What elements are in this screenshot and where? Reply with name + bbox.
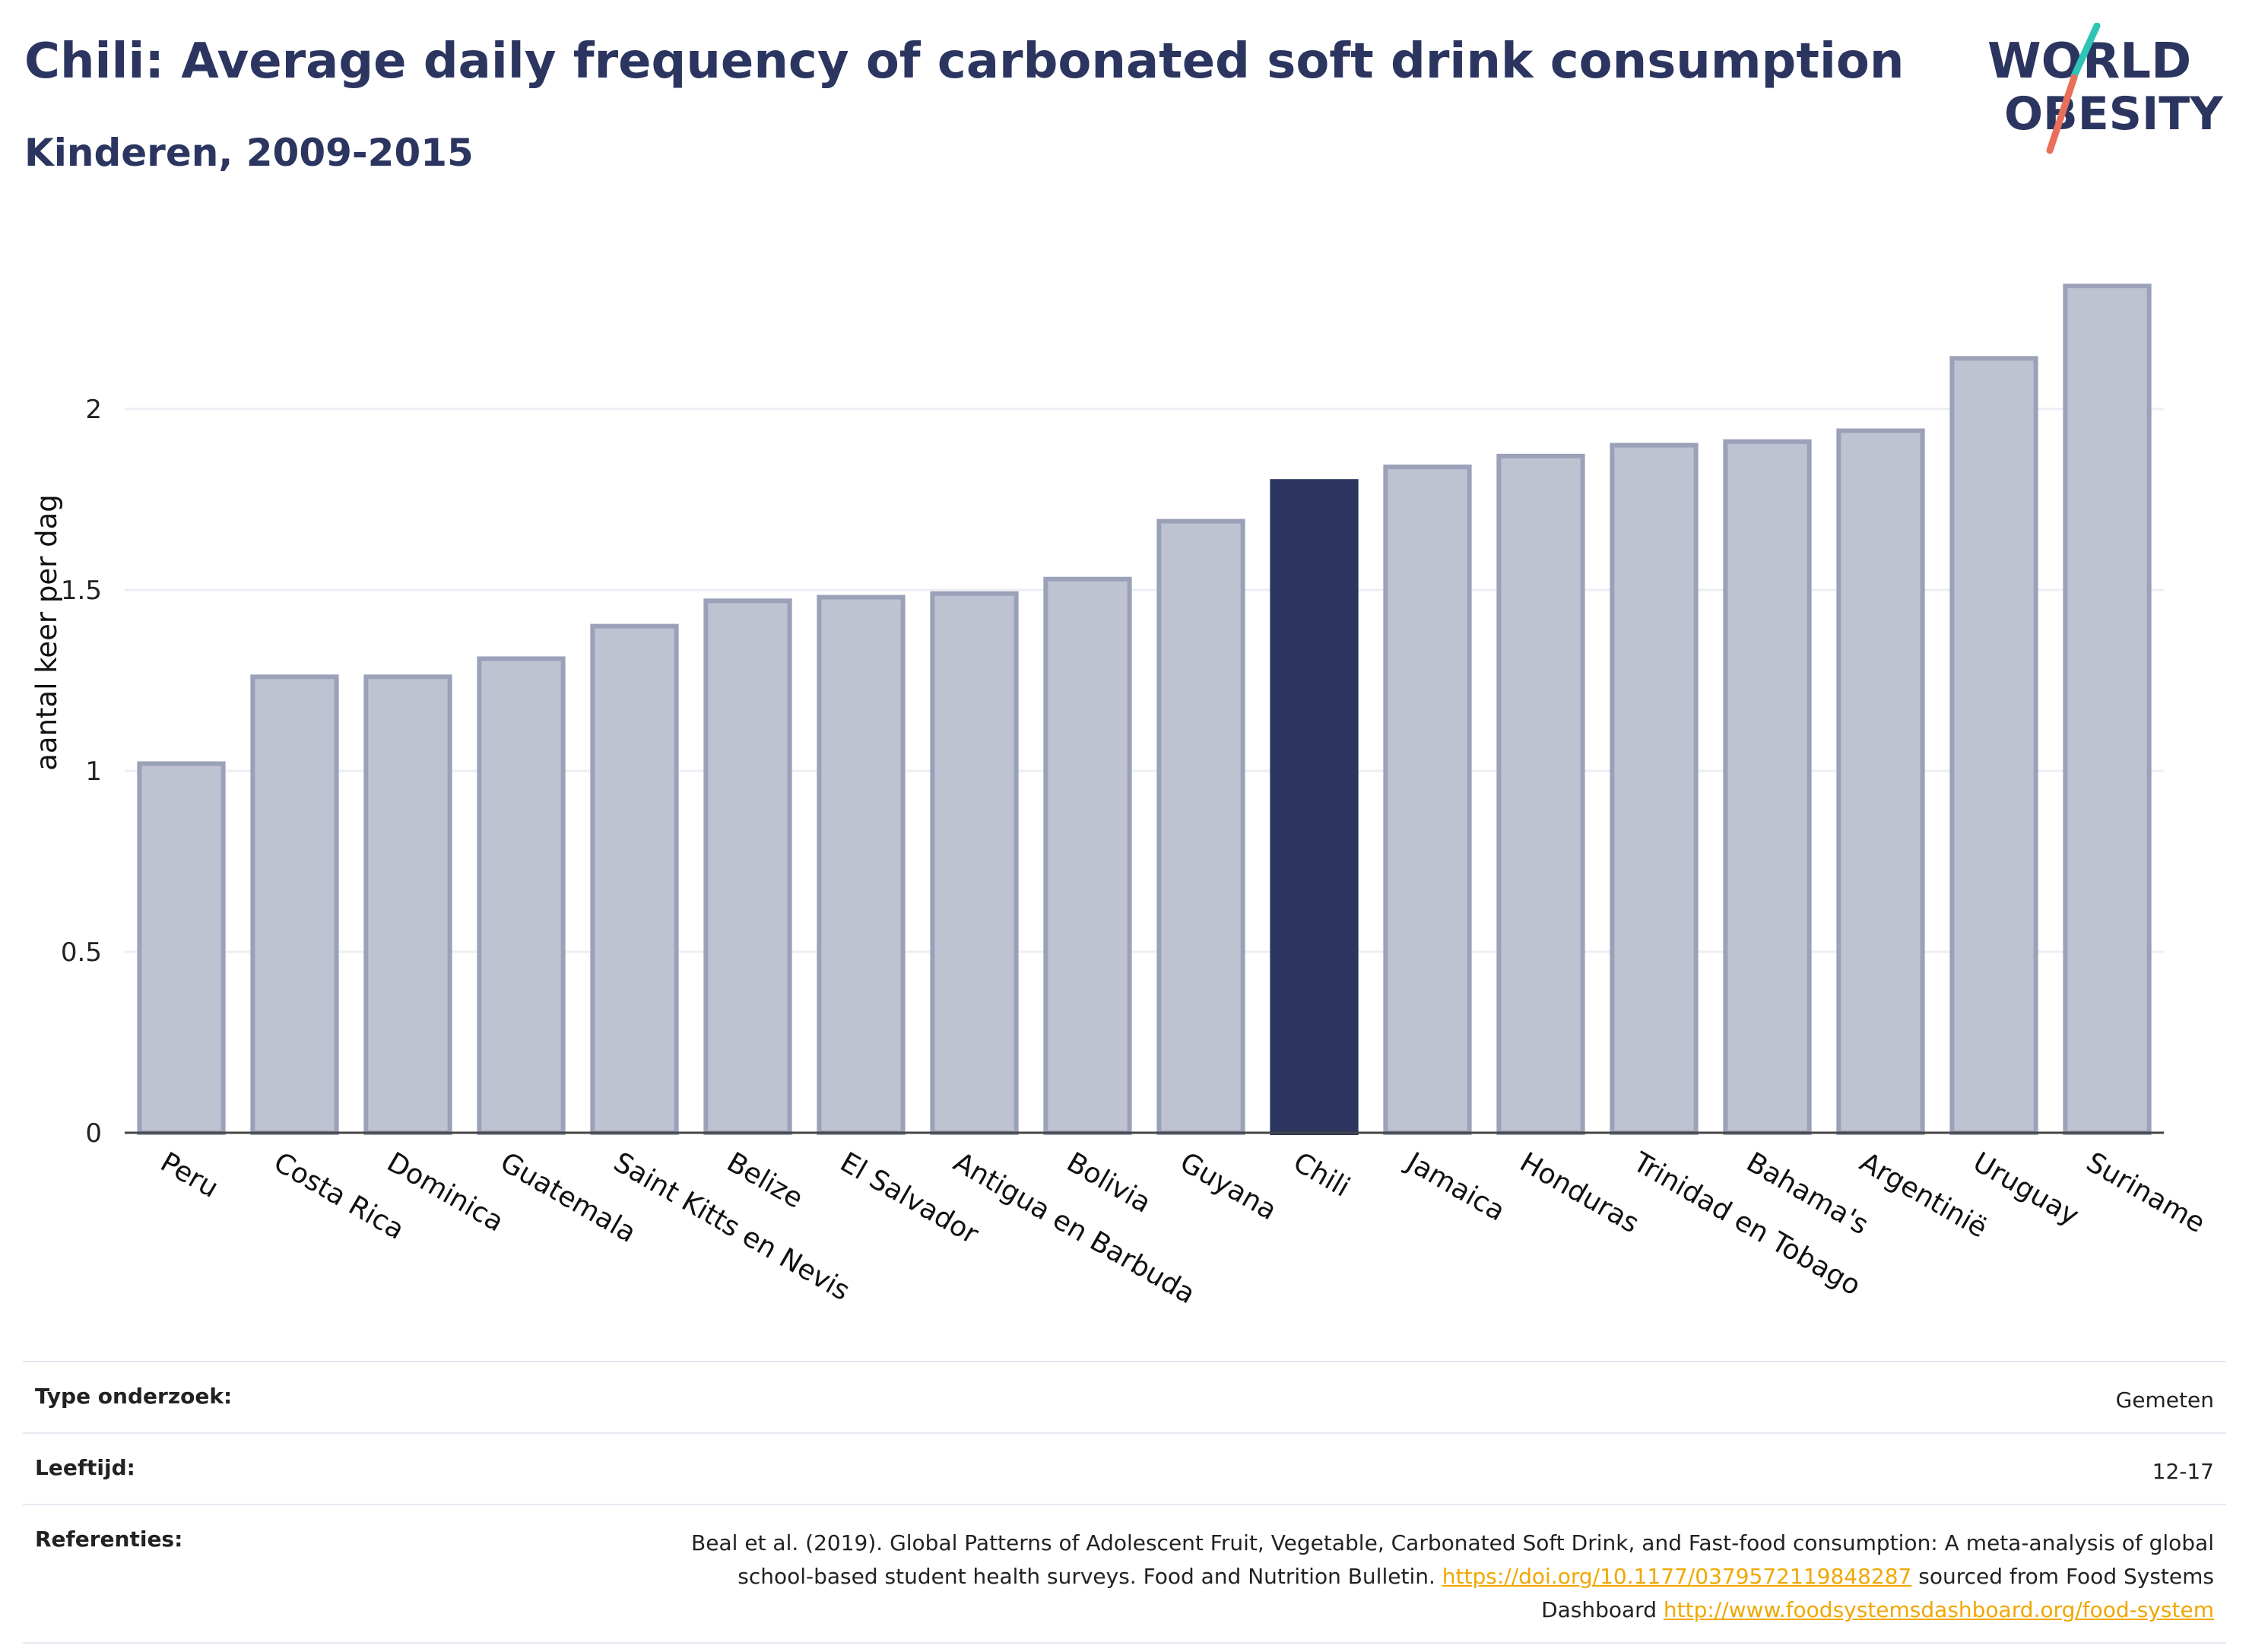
bar-chili <box>1270 479 1359 1135</box>
bar-trinidad-en-tobago <box>1610 442 1699 1135</box>
metadata-table: Type onderzoek: Gemeten Leeftijd: 12-17 … <box>23 1361 2226 1644</box>
x-tick-label: Belize <box>722 1146 808 1214</box>
x-tick-label: Honduras <box>1515 1146 1644 1239</box>
meta-label: Type onderzoek: <box>35 1384 233 1409</box>
logo-slash-coral-icon <box>2046 74 2078 154</box>
bars <box>137 284 2152 1135</box>
x-tick-label: Jamaica <box>1400 1146 1510 1227</box>
bar-argentini- <box>1836 428 1925 1135</box>
bar-bahama-s <box>1723 439 1812 1135</box>
logo-line2: OBESITY <box>2004 87 2224 141</box>
reference-source: sourced from Food Systems Dashboard <box>1541 1564 2214 1622</box>
y-tick-label: 1.5 <box>61 576 102 606</box>
meta-row-age: Leeftijd: 12-17 <box>23 1432 2226 1504</box>
world-obesity-logo: WORLD OBESITY <box>1987 23 2224 154</box>
meta-value: Gemeten <box>2115 1387 2214 1413</box>
logo-slash-teal-icon <box>2070 23 2101 80</box>
bar-belize <box>703 598 792 1135</box>
references-text: Beal et al. (2019). Global Patterns of A… <box>617 1527 2214 1627</box>
food-systems-dashboard-link[interactable]: http://www.foodsystemsdashboard.org/food… <box>1663 1597 2214 1622</box>
bar-jamaica <box>1383 465 1472 1135</box>
reference-citation: Beal et al. (2019). Global Patterns of A… <box>691 1530 2214 1589</box>
y-tick-label: 0.5 <box>61 937 102 968</box>
meta-label: Leeftijd: <box>35 1455 135 1480</box>
bar-dominica <box>363 674 452 1135</box>
x-tick-label: Argentinië <box>1854 1146 1992 1244</box>
meta-value: 12-17 <box>2152 1459 2214 1484</box>
meta-label: Referenties: <box>35 1527 183 1552</box>
bar-peru <box>137 761 226 1135</box>
y-axis: 0 0.5 1 1.5 2 <box>61 395 102 1149</box>
bar-guyana <box>1156 518 1245 1135</box>
y-tick-label: 2 <box>85 395 102 425</box>
chart-subtitle: Kinderen, 2009-2015 <box>24 131 474 175</box>
grid-lines <box>125 407 2164 953</box>
meta-row-survey-type: Type onderzoek: Gemeten <box>23 1361 2226 1432</box>
bar-el-salvador <box>817 595 906 1135</box>
bar-honduras <box>1496 453 1585 1135</box>
bar-suriname <box>2063 284 2152 1135</box>
chart-title: Chili: Average daily frequency of carbon… <box>24 33 1905 90</box>
x-tick-label: Guyana <box>1175 1146 1282 1226</box>
y-tick-label: 1 <box>85 756 102 787</box>
bar-antigua-en-barbuda <box>930 591 1019 1135</box>
bar-chart: 0 0.5 1 1.5 2 Peru Costa RicaDominicaGuatemal… <box>30 284 2210 1310</box>
x-tick-label: Suriname <box>2081 1146 2210 1239</box>
bar-costa-rica <box>250 674 339 1135</box>
y-axis-label: aantal keer per dag <box>30 494 63 771</box>
doi-link[interactable]: https://doi.org/10.1177/0379572119848287 <box>1442 1564 1912 1589</box>
x-tick-label: Chili <box>1288 1146 1355 1203</box>
x-tick-label: Bolivia <box>1061 1146 1156 1219</box>
bar-saint-kitts-en-nevis <box>590 623 679 1135</box>
bar-uruguay <box>1949 356 2038 1135</box>
bar-guatemala <box>477 656 566 1135</box>
bar-bolivia <box>1043 576 1132 1135</box>
y-tick-label: 0 <box>85 1118 102 1149</box>
meta-row-references: Referenties: Beal et al. (2019). Global … <box>23 1504 2226 1644</box>
x-tick-label: Peru <box>155 1146 224 1204</box>
